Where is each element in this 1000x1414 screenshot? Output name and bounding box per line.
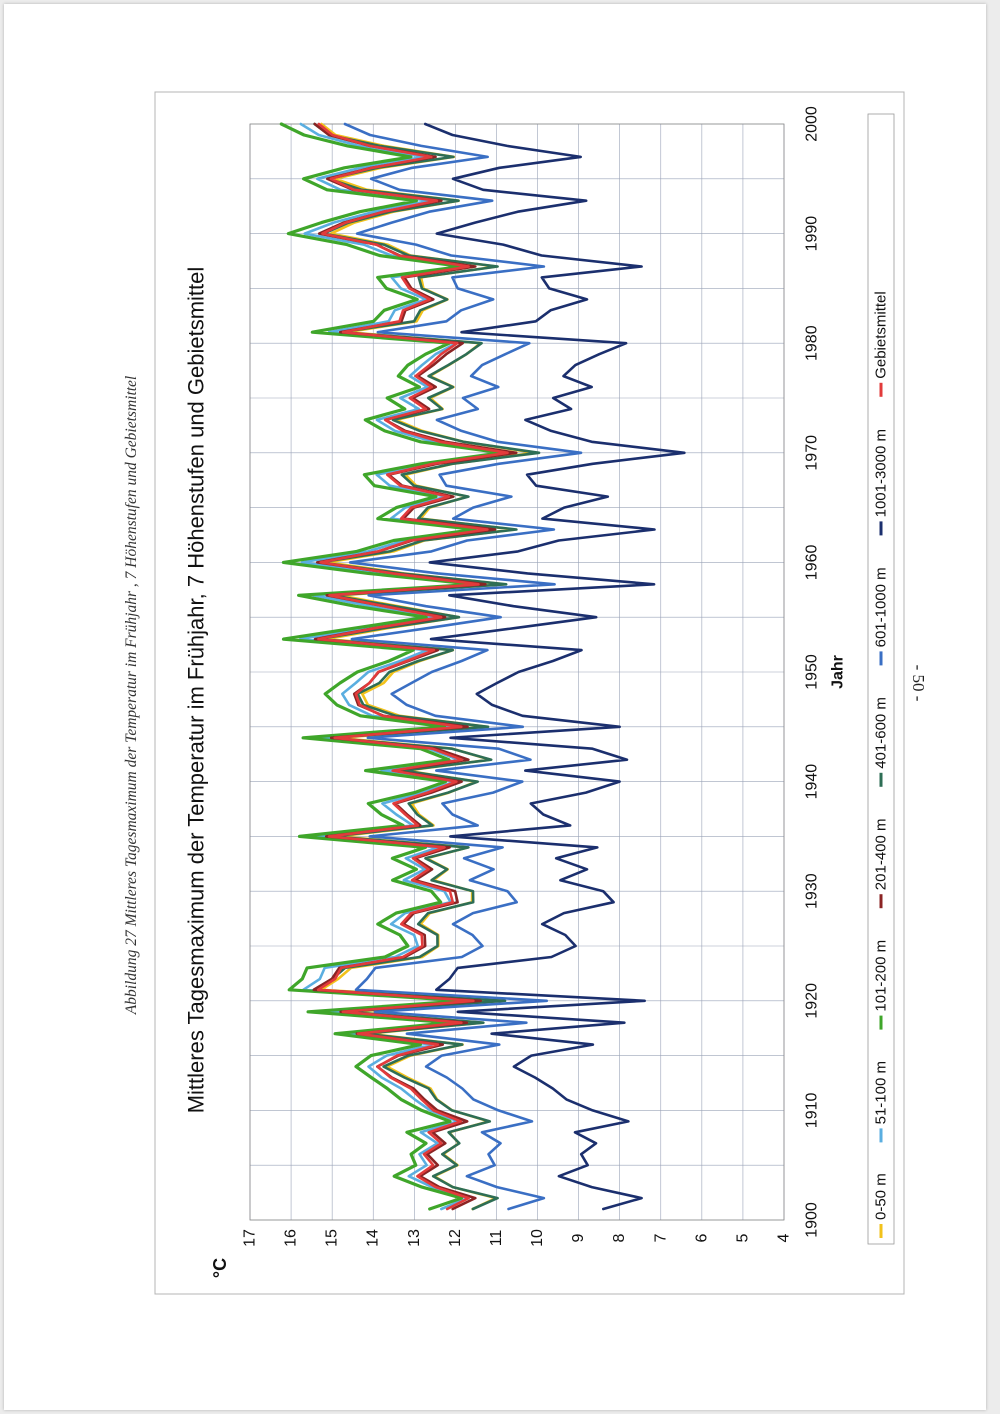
y-tick-label: 6 — [693, 1233, 710, 1242]
legend-label: Gebietsmittel — [873, 291, 890, 379]
legend-label: 601-1000 m — [873, 567, 890, 647]
y-tick-label: 13 — [406, 1229, 423, 1247]
x-tick-label: 1950 — [804, 654, 821, 690]
y-tick-label: 11 — [488, 1230, 505, 1247]
y-tick-label: 12 — [447, 1229, 464, 1247]
y-tick-label: 5 — [734, 1233, 751, 1242]
legend-box — [867, 113, 895, 1245]
series-line-101-200-m — [279, 122, 503, 1211]
x-tick-label: 1940 — [804, 764, 821, 800]
x-axis-label: Jahr — [830, 655, 847, 689]
legend-label: 51-100 m — [873, 1061, 890, 1124]
legend-label: 201-400 m — [873, 818, 890, 890]
chart-frame — [154, 91, 905, 1295]
y-tick-label: 15 — [324, 1229, 341, 1247]
y-tick-label: 8 — [611, 1233, 628, 1242]
x-tick-label: 1900 — [804, 1202, 821, 1238]
y-axis-label: °C — [210, 1258, 230, 1278]
y-tick-label: 4 — [776, 1233, 793, 1242]
y-tick-label: 14 — [365, 1229, 382, 1247]
x-tick-label: 1930 — [804, 873, 821, 909]
y-tick-label: 16 — [283, 1229, 300, 1247]
x-tick-label: 1990 — [804, 216, 821, 252]
chart-title: Mittleres Tagesmaximum der Temperatur im… — [184, 267, 209, 1114]
legend-label: 1001-3000 m — [873, 429, 890, 517]
x-tick-label: 2000 — [804, 106, 821, 142]
legend-label: 401-600 m — [873, 697, 890, 769]
x-tick-label: 1910 — [804, 1093, 821, 1129]
legend-label: 101-200 m — [873, 940, 890, 1012]
plot-area — [249, 123, 785, 1221]
x-tick-label: 1970 — [804, 435, 821, 471]
y-tick-label: 10 — [529, 1229, 546, 1247]
y-tick-label: 7 — [652, 1233, 669, 1242]
legend-label: 0-50 m — [873, 1173, 890, 1220]
x-tick-label: 1960 — [804, 545, 821, 581]
series-line-601-1000-m — [343, 122, 583, 1211]
y-tick-label: 9 — [570, 1233, 587, 1242]
series-line-1001-3000-m — [423, 122, 686, 1211]
y-tick-label: 17 — [242, 1229, 259, 1247]
x-tick-label: 1920 — [804, 983, 821, 1019]
x-tick-label: 1980 — [804, 325, 821, 361]
series-line-gebietsmittel — [316, 122, 509, 1211]
